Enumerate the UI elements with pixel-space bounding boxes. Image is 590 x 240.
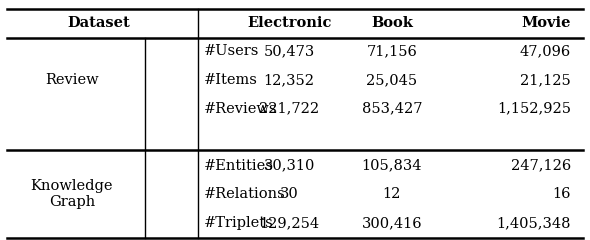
Text: 47,096: 47,096 [520, 44, 571, 58]
Text: 853,427: 853,427 [362, 102, 422, 115]
Text: 30,310: 30,310 [264, 159, 315, 173]
Text: #Relations: #Relations [204, 187, 286, 201]
Text: 30: 30 [280, 187, 299, 201]
Text: 12,352: 12,352 [264, 73, 314, 87]
Text: #Reviews: #Reviews [204, 102, 277, 115]
Text: 71,156: 71,156 [366, 44, 417, 58]
Text: #Users: #Users [204, 44, 260, 58]
Text: #Triplets: #Triplets [204, 216, 274, 230]
Text: 1,152,925: 1,152,925 [497, 102, 571, 115]
Text: Knowledge
Graph: Knowledge Graph [31, 179, 113, 209]
Text: Dataset: Dataset [67, 16, 130, 30]
Text: 25,045: 25,045 [366, 73, 418, 87]
Text: 221,722: 221,722 [259, 102, 319, 115]
Text: 129,254: 129,254 [259, 216, 319, 230]
Text: 21,125: 21,125 [520, 73, 571, 87]
Text: 1,405,348: 1,405,348 [497, 216, 571, 230]
Text: Electronic: Electronic [247, 16, 332, 30]
Text: 50,473: 50,473 [264, 44, 314, 58]
Text: 16: 16 [552, 187, 571, 201]
Text: Review: Review [45, 73, 99, 87]
Text: 105,834: 105,834 [362, 159, 422, 173]
Text: Movie: Movie [522, 16, 571, 30]
Text: 12: 12 [383, 187, 401, 201]
Text: 300,416: 300,416 [362, 216, 422, 230]
Text: #Items: #Items [204, 73, 258, 87]
Text: 247,126: 247,126 [511, 159, 571, 173]
Text: Book: Book [371, 16, 413, 30]
Text: #Entities: #Entities [204, 159, 274, 173]
